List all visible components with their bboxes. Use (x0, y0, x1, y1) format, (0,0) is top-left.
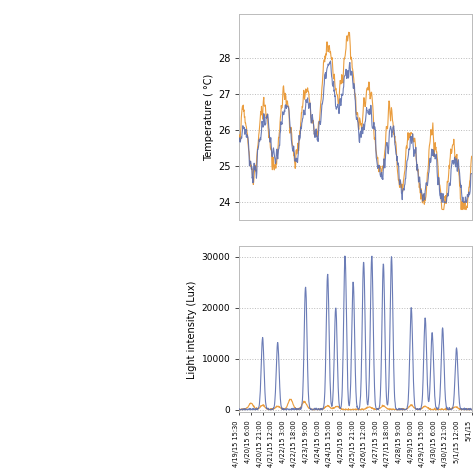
Y-axis label: Light intensity (Lux): Light intensity (Lux) (187, 280, 198, 379)
Y-axis label: Temperature ( °C): Temperature ( °C) (204, 73, 214, 161)
